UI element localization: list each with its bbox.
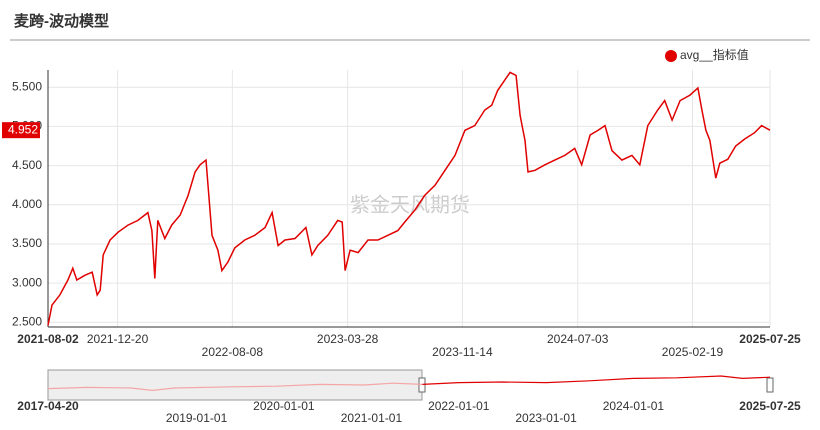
x-tick-label: 2025-07-25 [739,332,801,346]
x-tick-label: 2024-07-03 [547,332,609,346]
x-tick-label: 2023-01-01 [515,411,577,425]
x-tick-label: 2021-08-02 [17,332,79,346]
x-tick-label: 2024-01-01 [603,399,665,413]
chart-title: 麦跨-波动模型 [14,12,109,30]
last-value-label: 4.952 [8,122,38,136]
data-line [47,71,771,326]
y-tick-label: 2.500 [12,314,42,328]
x-tick-label: 2022-01-01 [428,399,490,413]
x-tick-label: 2020-01-01 [253,399,315,413]
x-tick-label: 2022-08-08 [202,345,264,359]
legend-marker [665,50,677,62]
x-tick-label: 2021-12-20 [87,332,149,346]
last-value-marker [2,122,40,139]
x-tick-label: 2021-01-01 [341,411,403,425]
x-tick-label: 2025-07-25 [739,399,801,413]
x-tick-label: 2025-02-19 [662,345,724,359]
x-tick-label: 2017-04-20 [17,399,79,413]
y-tick-label: 5.500 [12,79,42,93]
y-tick-label: 3.500 [12,236,42,250]
x-tick-label: 2023-11-14 [432,345,493,359]
x-tick-label: 2019-01-01 [166,411,228,425]
y-tick-label: 3.000 [12,275,42,289]
data-line [47,382,423,392]
zoom-handle[interactable] [766,377,774,393]
y-tick-label: 4.000 [12,197,42,211]
data-line [422,375,771,385]
x-tick-label: 2023-03-28 [317,332,379,346]
y-tick-label: 4.500 [12,158,42,172]
zoom-handle[interactable] [418,377,426,393]
legend-label: avg__指标值 [680,47,749,62]
